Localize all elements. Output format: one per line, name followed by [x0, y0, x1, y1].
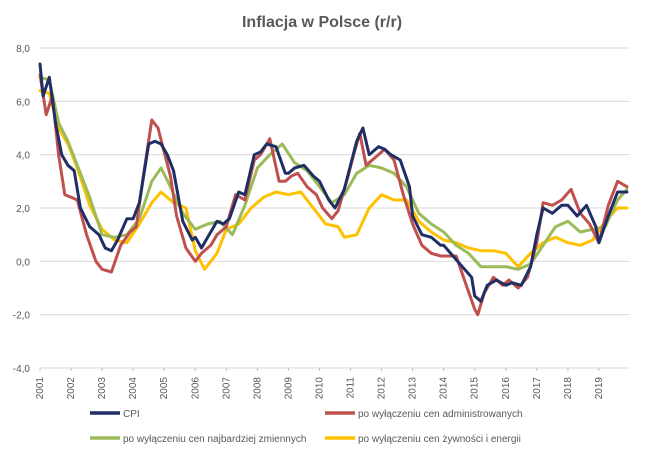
series-line [38, 73, 629, 317]
x-tick-label: 2009 [283, 377, 294, 400]
y-tick-label: 4,0 [16, 151, 30, 162]
x-tick-label: 2013 [408, 377, 419, 400]
x-tick-label: 2015 [470, 377, 481, 400]
x-tick-label: 2012 [377, 377, 388, 400]
series-line [38, 62, 629, 303]
x-axis-ticks: 2001 2002 2003 2004 2005 2006 2007 2008 2009 2010… [35, 368, 605, 399]
y-tick-label: 6,0 [16, 97, 30, 108]
y-tick-label: -4,0 [13, 364, 31, 375]
x-tick-label: 2017 [532, 377, 543, 400]
y-tick-label: 2,0 [16, 204, 30, 215]
x-tick-label: 2001 [35, 377, 46, 400]
x-tick-label: 2011 [346, 377, 357, 399]
x-tick-label: 2014 [439, 377, 450, 400]
x-tick-label: 2005 [159, 377, 170, 400]
legend-label: po wyłączeniu cen żywności i energii [358, 434, 521, 445]
x-tick-label: 2002 [66, 377, 77, 400]
series-line [38, 89, 629, 271]
y-tick-label: 8,0 [16, 44, 30, 55]
chart-title: Inflacja w Polsce (r/r) [242, 14, 402, 31]
y-tick-label: 0,0 [16, 257, 30, 268]
legend-label: CPI [123, 409, 140, 420]
x-tick-label: 2019 [594, 377, 605, 400]
x-tick-label: 2016 [501, 377, 512, 400]
x-tick-label: 2003 [97, 377, 108, 400]
x-tick-label: 2008 [252, 377, 263, 400]
x-tick-label: 2018 [563, 377, 574, 400]
legend: CPI po wyłączeniu cen administrowanych po … [90, 409, 523, 445]
y-tick-label: -2,0 [13, 311, 31, 322]
legend-label: po wyłączeniu cen najbardziej zmiennych [123, 434, 306, 445]
series-lines [38, 62, 629, 317]
legend-label: po wyłączeniu cen administrowanych [358, 409, 523, 420]
x-tick-label: 2010 [314, 377, 325, 400]
x-tick-label: 2006 [190, 377, 201, 400]
x-tick-label: 2007 [221, 377, 232, 400]
x-tick-label: 2004 [128, 377, 139, 400]
y-axis-ticks: -4,0 -2,0 0,0 2,0 4,0 6,0 8,0 [13, 44, 31, 375]
